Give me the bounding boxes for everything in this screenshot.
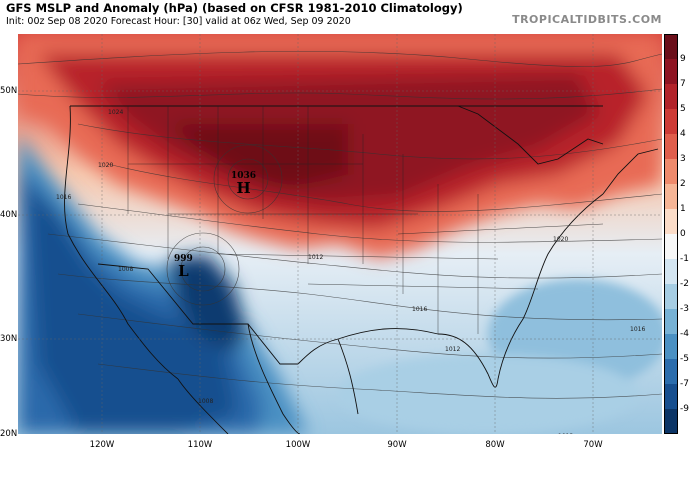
colorbar-segment: [664, 59, 678, 85]
colorbar-tick-label: 0: [680, 229, 686, 239]
colorbar-segment: [664, 209, 678, 235]
lon-label-120w: 120W: [89, 440, 115, 450]
colorbar-tick-label: -3: [680, 304, 689, 314]
negative-anomaly-region: [18, 134, 308, 434]
atlantic-anomaly-region: [338, 279, 662, 434]
colorbar-outline: [664, 34, 678, 434]
colorbar-segment: [664, 84, 678, 110]
colorbar-segment: [664, 309, 678, 335]
colorbar-tick-label: -9: [680, 404, 689, 414]
high-pressure-letter: H: [236, 179, 251, 197]
map-title: GFS MSLP and Anomaly (hPa) (based on CFS…: [6, 1, 463, 15]
isobar-label: 1016: [630, 326, 645, 333]
colorbar-segment: [664, 184, 678, 210]
colorbar-segment: [664, 159, 678, 185]
colorbar-tick-label: -2: [680, 279, 689, 289]
colorbar-tick-label: 5: [680, 104, 686, 114]
colorbar-segment: [664, 134, 678, 160]
colorbar-segment: [664, 384, 678, 410]
colorbar-tick-label: 1: [680, 204, 686, 214]
low-pressure-letter: L: [178, 262, 189, 280]
isobar-lines: [18, 51, 662, 399]
map-subtitle: Init: 00z Sep 08 2020 Forecast Hour: [30…: [6, 16, 351, 27]
colorbar-segment: [664, 34, 678, 60]
colorbar-segment: [664, 409, 678, 434]
colorbar-tick-label: 9: [680, 54, 686, 64]
positive-anomaly-region: [18, 34, 662, 259]
lon-label-110w: 110W: [187, 440, 213, 450]
isobar-label: 1016: [56, 194, 71, 201]
state-lines: [127, 106, 604, 334]
brand-watermark: TROPICALTIDBITS.COM: [512, 13, 662, 26]
isobar-label: 1016: [412, 306, 427, 313]
colorbar-segment: [664, 259, 678, 285]
colorbar-tick-label: -5: [680, 354, 689, 364]
lat-label-40n: 40N: [0, 210, 18, 220]
lat-label-20n: 20N: [0, 429, 18, 439]
high-pressure-center: 1036 H: [231, 172, 256, 196]
low-pressure-center: 999 L: [174, 255, 193, 279]
isobar-label: 1008: [198, 398, 213, 405]
colorbar: [664, 34, 678, 434]
colorbar-tick-label: -4: [680, 329, 689, 339]
lon-label-100w: 100W: [285, 440, 311, 450]
borders: [64, 105, 659, 434]
lon-label-90w: 90W: [387, 440, 407, 450]
isobar-labels: 1024 1020 1016 1012 1008 1016 1020 1012 …: [56, 109, 645, 434]
anomaly-map: 1024 1020 1016 1012 1008 1016 1020 1012 …: [18, 34, 662, 434]
colorbar-tick-label: 2: [680, 179, 686, 189]
isobar-label: 1012: [308, 254, 323, 261]
graticule: [18, 34, 662, 434]
colorbar-tick-label: 4: [680, 129, 686, 139]
colorbar-segment: [664, 334, 678, 360]
high-pressure-value: 1036: [231, 171, 257, 181]
colorbar-tick-label: -7: [680, 379, 689, 389]
colorbar-segment: [664, 109, 678, 135]
colorbar-tick-label: -1: [680, 254, 689, 264]
colorbar-segment: [664, 284, 678, 310]
isobar-label: 1020: [98, 162, 113, 169]
isobar-label: 1012: [445, 346, 460, 353]
lat-label-50n: 50N: [0, 86, 18, 96]
low-pressure-value: 999: [174, 254, 193, 264]
colorbar-tick-label: 7: [680, 79, 686, 89]
colorbar-tick-label: 3: [680, 154, 686, 164]
isobar-label: 1020: [553, 236, 568, 243]
lon-label-80w: 80W: [485, 440, 505, 450]
colorbar-segment: [664, 234, 678, 260]
isobar-label: 1024: [108, 109, 123, 116]
colorbar-segment: [664, 359, 678, 385]
isobar-label: 1013: [558, 433, 573, 434]
lat-label-30n: 30N: [0, 334, 18, 344]
lon-label-70w: 70W: [583, 440, 603, 450]
isobar-label: 1008: [118, 266, 133, 273]
